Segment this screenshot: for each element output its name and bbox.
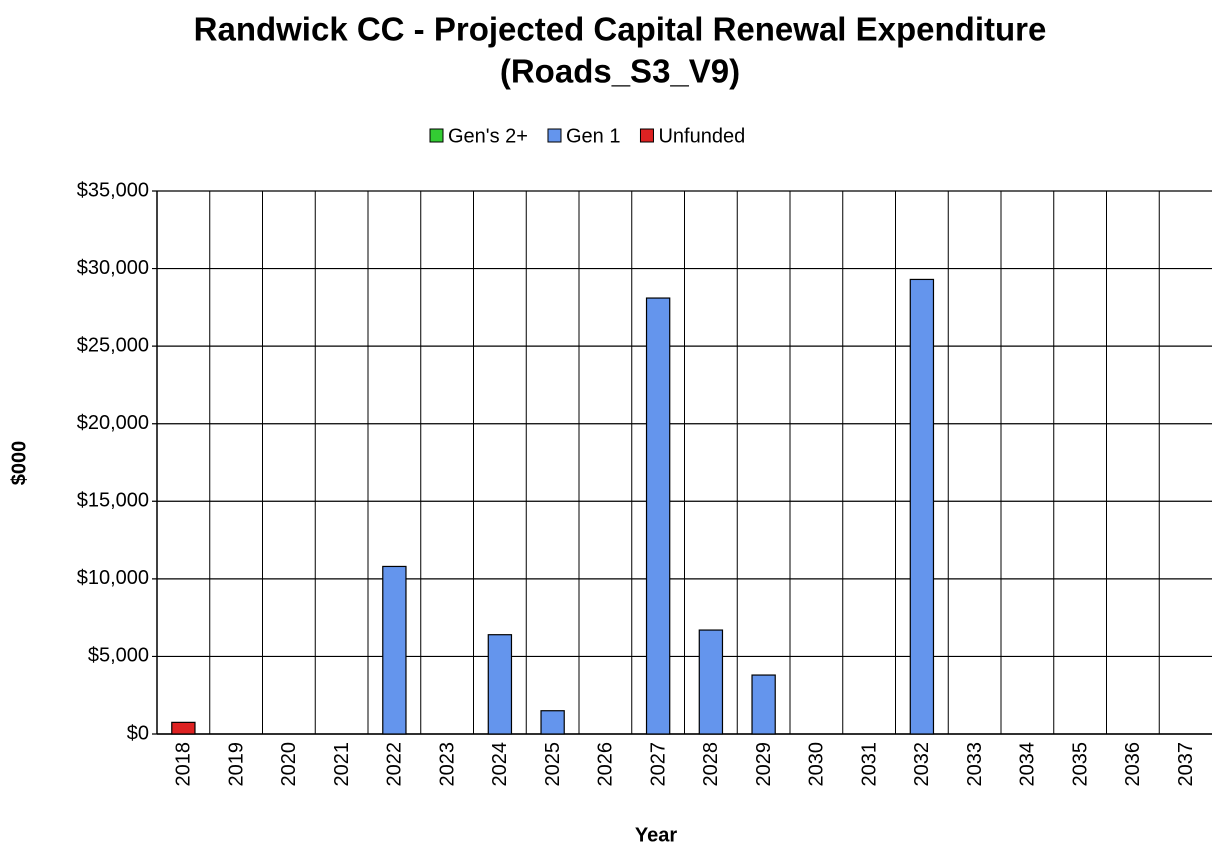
x-tick-label: 2021 bbox=[331, 742, 353, 787]
legend-label: Gen's 2+ bbox=[448, 125, 528, 147]
chart-title: (Roads_S3_V9) bbox=[500, 53, 740, 90]
y-axis-title: $000 bbox=[8, 441, 30, 486]
bar bbox=[171, 721, 196, 735]
x-tick-label: 2033 bbox=[964, 742, 986, 787]
x-tick-label: 2024 bbox=[489, 742, 511, 787]
bar bbox=[909, 278, 935, 735]
x-tick-label: 2030 bbox=[806, 742, 828, 787]
x-tick-label: 2032 bbox=[911, 742, 933, 787]
y-tick-label: $30,000 bbox=[77, 257, 149, 279]
legend-swatch bbox=[547, 128, 562, 143]
x-tick-label: 2035 bbox=[1069, 742, 1091, 787]
x-tick-label: 2034 bbox=[1017, 742, 1039, 787]
legend-label: Unfunded bbox=[658, 125, 745, 147]
y-tick-label: $5,000 bbox=[88, 645, 149, 667]
x-tick-label: 2036 bbox=[1122, 742, 1144, 787]
x-tick-label: 2022 bbox=[384, 742, 406, 787]
x-tick-label: 2019 bbox=[225, 742, 247, 787]
bar bbox=[487, 634, 513, 735]
x-tick-label: 2037 bbox=[1175, 742, 1197, 787]
x-axis-title: Year bbox=[635, 824, 677, 846]
x-tick-label: 2025 bbox=[542, 742, 564, 787]
x-tick-label: 2018 bbox=[173, 742, 195, 787]
y-tick-label: $0 bbox=[127, 722, 149, 744]
x-tick-label: 2029 bbox=[753, 742, 775, 787]
y-tick-label: $25,000 bbox=[77, 334, 149, 356]
x-tick-label: 2023 bbox=[436, 742, 458, 787]
y-tick-label: $20,000 bbox=[77, 412, 149, 434]
bar bbox=[382, 565, 407, 735]
x-tick-label: 2028 bbox=[700, 742, 722, 787]
legend-label: Gen 1 bbox=[566, 125, 620, 147]
legend-swatch bbox=[639, 128, 654, 143]
bar bbox=[645, 297, 671, 735]
x-tick-label: 2020 bbox=[278, 742, 300, 787]
legend-swatch bbox=[429, 128, 444, 143]
chart-title: Randwick CC - Projected Capital Renewal … bbox=[194, 11, 1047, 48]
x-tick-label: 2031 bbox=[858, 742, 880, 787]
x-tick-label: 2026 bbox=[595, 742, 617, 787]
y-tick-label: $15,000 bbox=[77, 490, 149, 512]
bar bbox=[751, 674, 776, 735]
x-tick-label: 2027 bbox=[647, 742, 669, 787]
bar bbox=[540, 710, 565, 735]
y-tick-label: $35,000 bbox=[77, 179, 149, 201]
y-tick-label: $10,000 bbox=[77, 567, 149, 589]
bar bbox=[698, 629, 724, 735]
